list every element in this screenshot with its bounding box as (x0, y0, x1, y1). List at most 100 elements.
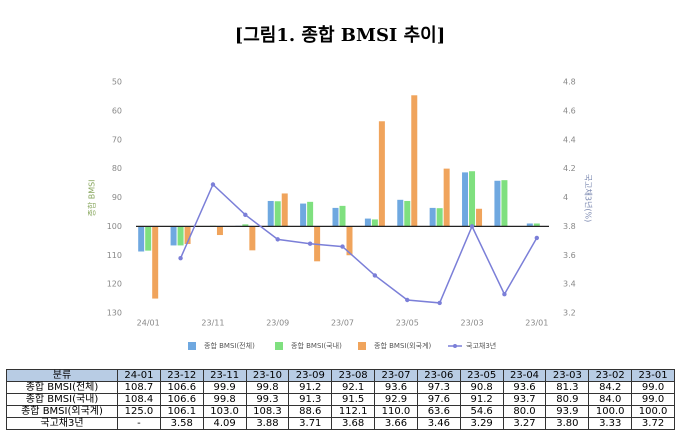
y-tick-label: 80 (112, 164, 122, 173)
table-cell: 80.9 (545, 393, 590, 406)
table-cell: 23-10 (245, 369, 290, 382)
table-cell: 4.09 (202, 417, 247, 430)
y-tick-label: 70 (112, 135, 122, 144)
table-cell: 93.6 (502, 381, 547, 394)
bar (249, 226, 256, 251)
chart: [그림1. 종합 BMSI 추이] 종합 BMSI 국고채3년(%) 50 60 7… (88, 24, 594, 350)
bar (411, 95, 418, 227)
y2-tick-label: 3.4 (563, 280, 576, 289)
legend-label: 국고채3년 (466, 341, 496, 350)
line-point (307, 241, 313, 246)
table-cell: 91.2 (459, 393, 504, 406)
table-cell: 23-07 (374, 369, 418, 382)
table-cell: 국고채3년 (6, 417, 118, 430)
y2-tick-label: 3.2 (563, 309, 576, 318)
table-cell: 99.3 (245, 393, 290, 406)
table-cell: 108.4 (117, 393, 161, 406)
legend-label: 종합 BMSI(전체) (204, 341, 255, 350)
bar (346, 226, 353, 256)
line-point (243, 212, 248, 218)
table-cell: 99.0 (631, 381, 675, 394)
bar (397, 199, 404, 227)
table-cell: 110.0 (374, 405, 418, 418)
legend-swatch (188, 342, 196, 350)
table-cell: 100.0 (588, 405, 633, 418)
table-cell: 23-09 (288, 369, 333, 382)
bar (274, 201, 281, 227)
bar (145, 226, 152, 251)
bar (533, 223, 540, 227)
table-cell: 93.7 (502, 393, 547, 406)
bar (332, 207, 339, 227)
table-cell: 106.6 (159, 393, 204, 406)
chart-title: [그림1. 종합 BMSI 추이] (235, 24, 446, 46)
table-cell: 103.0 (202, 405, 247, 418)
table-cell: 84.0 (588, 393, 633, 406)
table-cell: 88.6 (288, 405, 333, 418)
table-cell: 84.2 (588, 381, 633, 394)
table-cell: 54.6 (459, 405, 504, 418)
y2-tick-label: 4.4 (563, 135, 576, 144)
bar (216, 226, 223, 236)
line-point (275, 237, 280, 242)
x-tick-label: 23/05 (396, 319, 419, 328)
table-row: 종합 BMSI(전체) 108.7 106.6 99.9 99.8 91.2 92.1 93.… (6, 381, 675, 394)
table-cell: 3.46 (416, 417, 461, 430)
line-point (534, 235, 540, 241)
table-cell: 93.9 (545, 405, 590, 418)
y2-axis-title: 국고채3년(%) (584, 174, 594, 222)
table-cell: 3.66 (374, 417, 418, 430)
bar (469, 171, 476, 227)
y2-tick-label: 4 (563, 193, 568, 202)
bar (267, 200, 274, 227)
table-cell: 106.6 (159, 381, 204, 394)
bar (177, 226, 184, 246)
table-cell: 92.9 (374, 393, 418, 406)
x-tick-label: 23/01 (525, 319, 548, 328)
legend-label: 종합 BMSI(국내) (291, 341, 342, 350)
bar (476, 208, 483, 227)
table-cell: 99.8 (202, 393, 247, 406)
table-cell: 112.1 (331, 405, 376, 418)
table-cell: 93.6 (374, 381, 418, 394)
table-cell: 3.29 (459, 417, 504, 430)
table-cell: 99.0 (631, 393, 675, 406)
table-cell: 92.1 (331, 381, 376, 394)
bar (184, 226, 191, 244)
x-tick-label: 24/01 (137, 319, 160, 328)
table-cell: 종합 BMSI(전체) (6, 381, 118, 394)
bar (138, 226, 145, 252)
table-cell: 3.71 (288, 417, 333, 430)
bar (371, 219, 378, 227)
table-cell: 분류 (6, 369, 118, 382)
table-row: 분류 24-01 23-12 23-11 23-10 23-09 23-08 23-07 23-… (6, 369, 675, 382)
y-axis-title: 종합 BMSI (88, 179, 97, 216)
table-cell: 3.27 (502, 417, 547, 430)
table-cell: 91.3 (288, 393, 333, 406)
table-cell: - (117, 417, 161, 430)
table-cell: 97.3 (416, 381, 461, 394)
y2-tick-label: 4.6 (563, 106, 576, 115)
table-cell: 종합 BMSI(국내) (6, 393, 118, 406)
legend-label: 종합 BMSI(외국계) (374, 341, 432, 350)
table-cell: 종합 BMSI(외국계) (6, 405, 118, 418)
bar (378, 121, 385, 227)
table-cell: 23-05 (459, 369, 504, 382)
line-point (178, 255, 183, 261)
table-cell: 23-04 (502, 369, 547, 382)
table-cell: 3.68 (331, 417, 376, 430)
table-cell: 3.80 (545, 417, 590, 430)
table-row: 국고채3년 -3.58 4.09 3.88 3.71 3.68 3.66 3.46 3.29 3.… (6, 417, 675, 430)
table-cell: 24-01 (117, 369, 161, 382)
x-tick-label: 23/09 (266, 319, 289, 328)
table-cell: 90.8 (459, 381, 504, 394)
table-cell: 108.3 (245, 405, 290, 418)
y-tick-label: 50 (112, 78, 122, 87)
table-cell: 63.6 (416, 405, 461, 418)
bar (300, 203, 307, 227)
line-point (210, 182, 216, 187)
y-tick-label: 120 (107, 280, 122, 289)
table-cell: 125.0 (117, 405, 161, 418)
line-point (405, 297, 410, 303)
